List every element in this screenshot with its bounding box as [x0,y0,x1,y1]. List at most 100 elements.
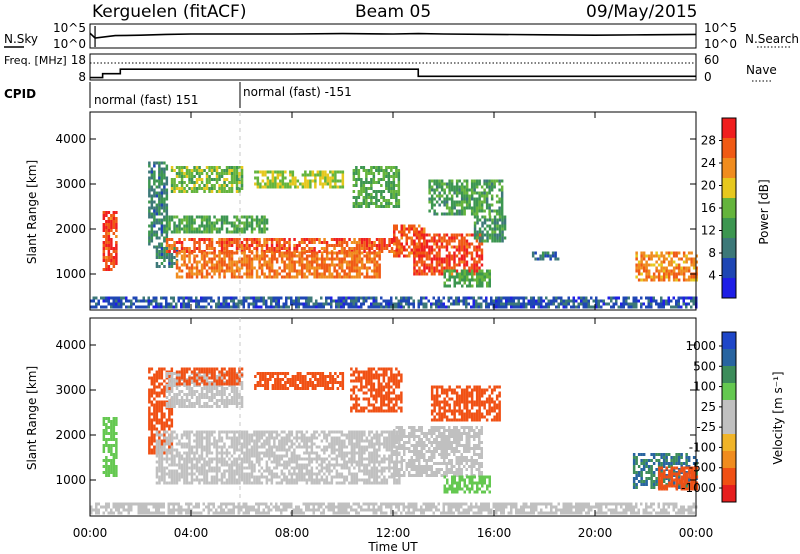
x-tick-6: 00:00 [679,526,714,540]
power-region-8 [352,166,401,208]
power-region-0 [102,211,118,271]
power-colorbar-label: Power [dB] [757,179,771,244]
velocity-colorbar-swatch-9 [722,332,736,349]
power-colorbar-tick-6: 28 [701,134,716,148]
power-colorbar-swatch-5 [722,178,736,198]
velocity-region-2 [155,430,401,485]
velocity-region-7 [393,426,483,477]
x-tick-2: 08:00 [275,526,310,540]
velocity-colorbar-swatch-0 [722,485,736,502]
x-tick-0: 00:00 [73,526,108,540]
cpid-label: CPID [4,87,36,101]
beam-title: Beam 05 [355,2,431,22]
noise-search-label: N.Search [745,32,799,46]
velocity-colorbar-label: Velocity [m s⁻¹] [771,371,785,464]
power-colorbar-swatch-8 [722,118,736,138]
power-region-14 [635,251,698,282]
power-colorbar-tick-5: 24 [701,156,716,170]
freq-ytick-top: 18 [71,53,86,67]
velocity-colorbar-tick-3: 25 [701,400,716,414]
velocity-panel: 1000 2000 3000 4000 Slant Range [km] 1000 50… [25,112,785,554]
power-ytick-1: 2000 [55,222,86,236]
x-tick-1: 04:00 [174,526,209,540]
velocity-region-11 [658,466,699,491]
power-colorbar-tick-0: 4 [708,269,716,283]
velocity-region-9 [443,475,491,494]
velocity-colorbar-swatch-7 [722,366,736,383]
x-tick-4: 16:00 [477,526,512,540]
power-region-4 [175,251,381,279]
nave-ytick-bottom: 0 [704,70,712,84]
power-ylabel: Slant Range [km] [25,160,39,264]
power-colorbar-tick-3: 16 [701,201,716,215]
velocity-region-8 [430,385,501,422]
velocity-region-0 [102,417,118,477]
velocity-colorbar-tick-1: 500 [693,359,716,373]
power-colorbar-swatch-3 [722,218,736,238]
power-ytick-3: 4000 [55,132,86,146]
x-tick-3: 12:00 [376,526,411,540]
nave-ytick-top: 60 [704,53,719,67]
velocity-ylabel: Slant Range [km] [25,366,39,470]
power-colorbar-tick-4: 20 [701,179,716,193]
nave-label: Nave [746,63,777,77]
velocity-colorbar-tick-7: -1000 [681,481,716,495]
station-title: Kerguelen (fitACF) [92,2,246,22]
power-region-1 [148,161,169,249]
velocity-region-4 [175,367,244,386]
noise-ytick-bottom: 10^0 [53,37,86,51]
noise-ytick-right-top: 10^5 [704,21,737,35]
velocity-ytick-3: 4000 [55,338,86,352]
power-colorbar-swatch-6 [722,158,736,178]
velocity-ytick-1: 2000 [55,428,86,442]
power-region-11 [428,179,504,216]
noise-ytick-top: 10^5 [53,21,86,35]
power-region-3 [165,238,401,253]
power-region-7 [254,170,345,189]
velocity-colorbar-swatch-8 [722,349,736,366]
power-colorbar-swatch-0 [722,278,736,298]
noise-sky-line [89,32,697,39]
power-colorbar-swatch-1 [722,258,736,278]
cpid-panel: CPID normal (fast) 151 normal (fast) -15… [4,82,352,108]
power-region-16 [531,251,560,261]
velocity-colorbar-tick-0: 1000 [685,339,716,353]
velocity-ytick-2: 3000 [55,383,86,397]
x-axis-label: Time UT [367,540,418,554]
velocity-region-12 [90,502,698,515]
power-region-5 [165,215,269,234]
power-colorbar-tick-2: 12 [701,224,716,238]
noise-ytick-right-bottom: 10^0 [704,37,737,51]
velocity-region-6 [350,367,403,413]
velocity-colorbar-swatch-5 [722,400,736,417]
power-panel: 1000 2000 3000 4000 Slant Range [km] 4 8 12 16… [25,111,771,311]
velocity-colorbar-swatch-1 [722,468,736,485]
power-colorbar-swatch-2 [722,238,736,258]
velocity-colorbar-swatch-4 [722,417,736,434]
freq-ytick-bottom: 8 [78,70,86,84]
power-colorbar-tick-1: 8 [708,246,716,260]
freq-line [90,68,696,79]
power-colorbar-swatch-7 [722,138,736,158]
freq-panel: Freq. [MHz] 18 8 60 0 Nave [4,53,777,84]
power-region-6 [170,166,244,193]
velocity-colorbar-tick-4: -25 [696,420,716,434]
power-region-12 [473,215,507,243]
cpid-entry-2: normal (fast) -151 [243,85,352,99]
noise-panel: N.Sky 10^5 10^0 10^5 10^0 N.Search [4,21,799,51]
date-title: 09/May/2015 [586,2,698,22]
power-ytick-0: 1000 [55,267,86,281]
power-ytick-2: 3000 [55,177,86,191]
power-region-10 [413,233,484,276]
velocity-colorbar-tick-2: 100 [693,380,716,394]
cpid-entry-1: normal (fast) 151 [94,93,198,107]
velocity-colorbar-swatch-2 [722,451,736,468]
noise-sky-label: N.Sky [4,32,38,46]
power-region-13 [443,269,491,288]
x-tick-5: 20:00 [578,526,613,540]
power-colorbar-swatch-4 [722,198,736,218]
velocity-ytick-0: 1000 [55,473,86,487]
velocity-colorbar-swatch-6 [722,383,736,400]
velocity-colorbar-tick-6: -500 [689,461,716,475]
